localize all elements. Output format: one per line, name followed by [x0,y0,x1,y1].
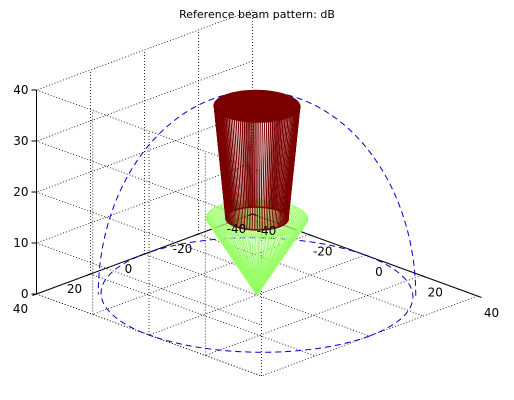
y-tick-label: 40 [13,302,28,316]
red-cone-generator [271,120,278,229]
red-cone-generator [282,115,293,226]
red-cone-generator [285,112,298,223]
red-cone-generator [244,121,249,230]
red-cone-generator [218,98,231,213]
grid-line [36,140,262,224]
red-cone-generator [216,100,229,215]
red-cone-generator [285,112,297,224]
red-cone-generator [246,121,250,230]
red-cone-mesh [213,89,301,231]
z-tick-label: 20 [13,185,28,199]
grid-line [36,242,262,326]
grid-line [36,89,262,173]
red-cone-generator [269,120,276,230]
red-cone-generator [215,101,228,215]
red-cone-generator [217,98,230,214]
red-cone-generator [283,114,296,225]
green-cone-generator [256,231,294,296]
x-tick-label: -20 [313,245,333,259]
x-tick-label: 40 [484,306,499,320]
y-tick-mark [248,213,253,216]
y-tick-mark [140,253,145,256]
grid-line [36,191,262,275]
y-tick-label: 0 [125,262,133,276]
x-tick-mark [308,234,313,237]
red-cone-generator [279,117,289,227]
grid-layer [36,9,478,377]
red-cone-generator [272,120,280,229]
z-tick-label: 10 [13,236,28,250]
z-tick-label: 40 [13,83,28,97]
y-tick-label: -40 [227,222,247,236]
red-cone-generator [283,115,294,225]
red-cone-top-cap [213,89,301,123]
red-cone-generator [214,101,228,216]
x-tick-label: 20 [428,286,443,300]
z-tick-label: 0 [21,287,29,301]
red-cone-generator [252,121,255,230]
series-layer [97,89,417,353]
x-tick-mark [477,295,482,298]
grid-line [36,293,262,377]
grid-line [36,9,253,91]
green-cone-mesh [205,199,309,296]
red-cone-generator [280,116,290,227]
y-tick-mark [86,273,91,276]
red-cone-generator [250,121,254,230]
red-cone-generator [286,111,299,223]
red-cone-generator [268,121,274,230]
x-tick-mark [252,213,257,216]
red-cone-bottom-rim [225,206,289,231]
y-tick-label: 20 [67,282,82,296]
outline-dome-arc [97,90,417,296]
x-tick-label: -40 [257,224,277,238]
z-tick-label: 30 [13,134,28,148]
y-tick-mark [194,233,199,236]
red-cone-generator [266,121,272,230]
y-tick-label: -20 [173,242,193,256]
red-cone-generator [220,97,231,213]
grid-line [144,253,370,337]
red-cone-generator [217,99,229,214]
red-cone-generator [248,121,252,230]
red-cone-generator [281,116,292,226]
grid-line [90,273,316,357]
grid-line [205,275,422,356]
x-tick-mark [364,254,370,257]
x-tick-label: 0 [375,265,383,279]
x-tick-mark [421,275,426,278]
chart-title: Reference beam pattern: dB [179,8,335,21]
red-cone-generator [284,113,297,224]
